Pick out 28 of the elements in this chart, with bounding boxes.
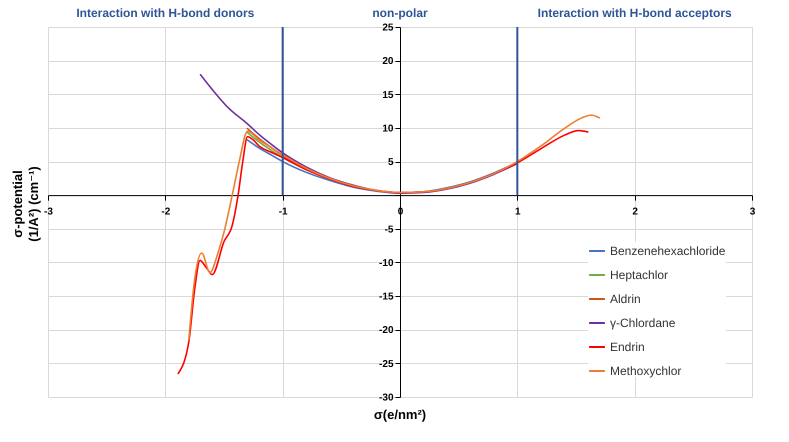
y-tick-label: 20 [382,56,394,68]
legend-label: Aldrin [610,292,641,306]
y-tick-label: -10 [379,258,394,269]
legend-label: γ-Chlordane [610,316,676,330]
text: non-polar [372,6,428,20]
y-tick-label: 5 [388,157,394,168]
y-tick-label: 10 [382,123,394,134]
legend-label: Heptachlor [610,268,668,282]
text: Interaction with H-bond acceptors [538,6,732,20]
legend-label: Benzenehexachloride [610,244,726,258]
text: Interaction with H-bond donors [76,6,255,20]
legend-label: Methoxychlor [610,364,682,378]
legend-label: Endrin [610,340,645,354]
y-tick-label: -15 [379,292,394,303]
y-tick-label: 25 [382,22,394,34]
y-tick-label: 15 [382,90,394,101]
y-tick-label: -20 [379,325,394,336]
x-axis-title: σ(e/nm²) [374,407,426,422]
y-tick-label: -25 [379,358,394,370]
x-tick-label: -3 [44,206,54,218]
y-axis-title: σ-potential (1/A²) (cm⁻¹) [10,166,41,242]
y-tick-label: -30 [379,392,394,404]
x-tick-label: 3 [750,206,756,218]
x-tick-label: -1 [278,206,288,218]
x-tick-label: 2 [632,206,638,218]
x-tick-label: -2 [161,206,171,218]
x-tick-label: 1 [515,206,522,218]
y-tick-label: -5 [384,224,394,236]
